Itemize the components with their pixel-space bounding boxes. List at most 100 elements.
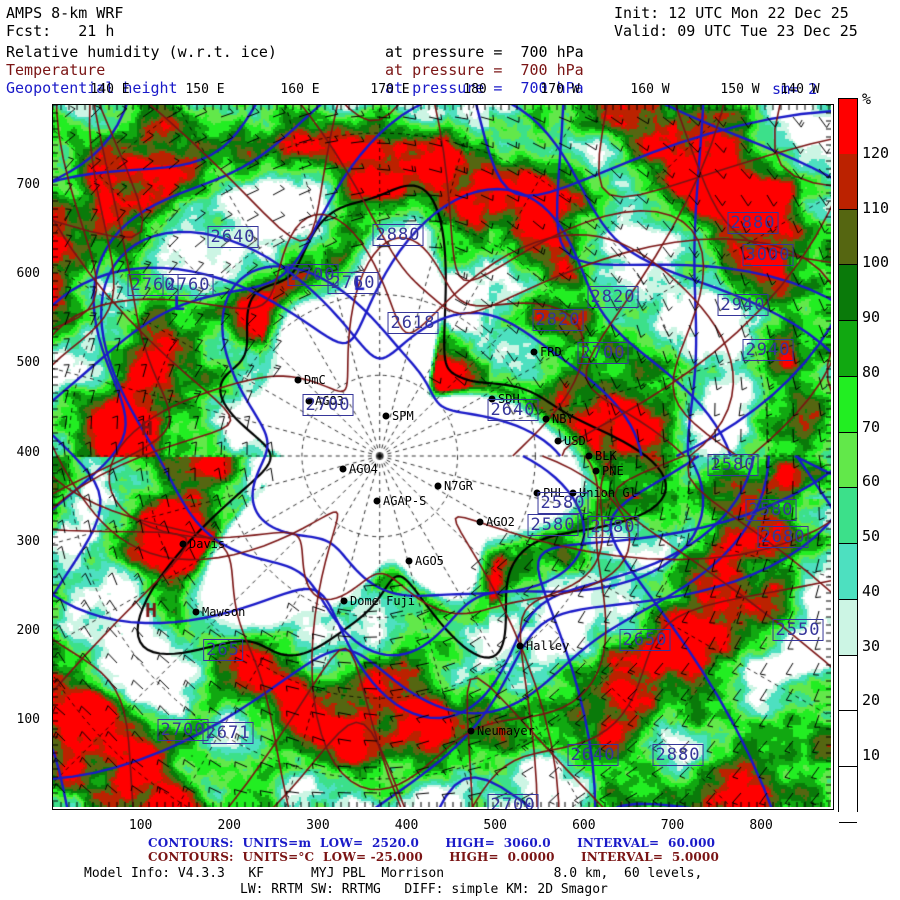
colorbar-tick-label: 100 bbox=[862, 253, 890, 272]
colorbar-tick-label: 20 bbox=[862, 691, 881, 710]
station-marker[interactable] bbox=[434, 482, 442, 490]
colorbar-band bbox=[839, 209, 857, 266]
y-axis-tick-label: 200 bbox=[16, 622, 40, 638]
gph-contour-label: 2550 bbox=[772, 619, 824, 641]
longitude-tick-label: 140 W bbox=[780, 82, 820, 97]
x-axis-tick-label: 300 bbox=[306, 818, 330, 833]
station-label: Davis bbox=[189, 537, 226, 551]
station-label: NBY bbox=[552, 412, 574, 426]
gph-contour-label: 2940 bbox=[717, 294, 769, 316]
valid-time: Valid: 09 UTC Tue 23 Dec 25 bbox=[614, 22, 858, 40]
longitude-tick-label: 170 W bbox=[540, 82, 580, 97]
gph-contour-label: 2820 bbox=[587, 286, 639, 308]
contour-info-temp: CONTOURS: UNITS=°C LOW= -25.000 HIGH= 0.… bbox=[148, 850, 720, 864]
station-marker[interactable] bbox=[585, 452, 593, 460]
y-axis-tick-label: 700 bbox=[16, 177, 40, 193]
x-axis-tick-label: 200 bbox=[217, 818, 242, 833]
station-marker[interactable] bbox=[533, 489, 541, 497]
gph-contour-label: 2671 bbox=[202, 722, 254, 744]
y-axis-tick-label: 500 bbox=[16, 355, 40, 371]
station-marker[interactable] bbox=[569, 489, 577, 497]
station-marker[interactable] bbox=[305, 397, 313, 405]
station-marker[interactable] bbox=[192, 608, 200, 616]
colorbar-tick-label: 40 bbox=[862, 581, 881, 600]
station-label: AGO2 bbox=[486, 515, 515, 529]
x-axis-tick-label: 500 bbox=[483, 818, 507, 833]
station-marker[interactable] bbox=[179, 540, 187, 548]
station-label: PHL bbox=[543, 486, 565, 500]
gph-contour-label: 2880 bbox=[372, 224, 424, 246]
colorbar-band bbox=[839, 599, 857, 656]
gph-contour-label: 2700 bbox=[287, 264, 339, 286]
station-marker[interactable] bbox=[339, 465, 347, 473]
longitude-axis: 140 E 150 E 160 E 170 E 180 170 W 160 W 150 W 14… bbox=[0, 82, 900, 100]
gph-contour-label: 2700 bbox=[143, 809, 194, 810]
station-marker[interactable] bbox=[476, 518, 484, 526]
gph-contour-label: 3000 bbox=[742, 244, 794, 266]
gph-contour-label: 2700 bbox=[157, 719, 209, 741]
colorbar-unit-label: % bbox=[862, 90, 872, 108]
map-panel[interactable]: DmC AGO3 AGO4 AGAP-S AGO2 N7GR SPM FRD SDH NBY USD… bbox=[52, 104, 834, 810]
colorbar-band bbox=[839, 711, 857, 768]
station-label: AGO5 bbox=[415, 554, 444, 568]
station-marker[interactable] bbox=[373, 497, 381, 505]
gph-contour-label: 2580 bbox=[587, 516, 639, 538]
gph-contour-label: 2760 bbox=[327, 272, 379, 294]
colorbar-tick-label: 60 bbox=[862, 472, 881, 491]
station-label: Halley bbox=[526, 639, 570, 653]
pressure-level-gph: at pressure = 700 hPa bbox=[385, 79, 584, 97]
station-marker[interactable] bbox=[554, 437, 562, 445]
forecast-hour: Fcst: 21 h bbox=[6, 22, 115, 40]
model-info-line-1: Model Info: V4.3.3 KF MYJ PBL Morrison 8… bbox=[84, 866, 703, 881]
gph-contour-label: 2680 bbox=[757, 526, 809, 548]
station-marker[interactable] bbox=[382, 412, 390, 420]
gph-contour-label: 2880 bbox=[652, 744, 704, 766]
station-label: AGAP-S bbox=[383, 494, 427, 508]
colorbar-band bbox=[839, 488, 857, 545]
station-label: FRD bbox=[540, 345, 562, 359]
gph-contour-label: 2618 bbox=[387, 312, 439, 334]
gph-contour-label: 2580 bbox=[707, 454, 759, 476]
colorbar bbox=[838, 98, 858, 823]
gph-contour-label: 2580 bbox=[537, 492, 589, 514]
longitude-tick-label: 160 W bbox=[630, 82, 670, 97]
station-marker[interactable] bbox=[405, 557, 413, 565]
y-axis: 100 200 300 400 500 600 700 bbox=[0, 0, 48, 900]
gph-contour-label: 2760 bbox=[162, 274, 214, 296]
longitude-tick-label: 160 E bbox=[280, 82, 320, 97]
y-axis-tick-label: 300 bbox=[16, 533, 40, 549]
station-label: Neumayer bbox=[477, 724, 535, 738]
station-marker[interactable] bbox=[530, 348, 538, 356]
gph-contour-label: 265 bbox=[203, 639, 243, 661]
station-label: Dome Fuji bbox=[350, 594, 416, 608]
station-marker[interactable] bbox=[516, 642, 524, 650]
station-marker[interactable] bbox=[542, 415, 550, 423]
colorbar-tick-label: 30 bbox=[862, 636, 881, 655]
gph-contour-label: 2700 bbox=[302, 394, 354, 416]
station-marker[interactable] bbox=[294, 376, 302, 384]
colorbar-band bbox=[839, 655, 857, 712]
gph-contour-label: 2640 bbox=[567, 744, 619, 766]
x-axis-tick-label: 800 bbox=[749, 818, 773, 833]
colorbar-tick-label: 110 bbox=[862, 198, 890, 217]
gph-contour-label: 2700 bbox=[577, 342, 629, 364]
station-marker[interactable] bbox=[467, 727, 475, 735]
smoothing-label: sm= 2 bbox=[772, 80, 818, 98]
colorbar-band bbox=[839, 99, 857, 154]
station-label: AGO3 bbox=[315, 394, 344, 408]
y-axis-tick-label: 100 bbox=[16, 711, 40, 727]
station-marker[interactable] bbox=[592, 467, 600, 475]
weather-map-canvas[interactable] bbox=[53, 105, 831, 807]
x-axis-tick-label: 100 bbox=[128, 818, 153, 833]
colorbar-band bbox=[839, 432, 857, 489]
colorbar-band bbox=[839, 265, 857, 322]
colorbar-tick-label: 10 bbox=[862, 746, 881, 765]
station-label: USD bbox=[564, 434, 586, 448]
pressure-level-temp: at pressure = 700 hPa bbox=[385, 61, 584, 79]
x-axis-tick-label: 400 bbox=[394, 818, 419, 833]
station-marker[interactable] bbox=[340, 597, 348, 605]
field-label-gph: Geopotential height bbox=[6, 79, 178, 97]
x-axis: 100 200 300 400 500 600 700 800 bbox=[0, 814, 900, 834]
gph-contour-label: 2940 bbox=[742, 339, 794, 361]
model-info-line-2: LW: RRTM SW: RRTMG DIFF: simple KM: 2D S… bbox=[240, 882, 608, 897]
